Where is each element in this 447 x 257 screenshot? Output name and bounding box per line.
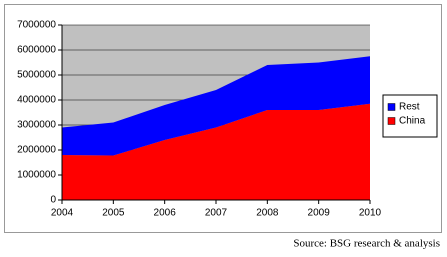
x-tick-label: 2006 xyxy=(154,208,177,219)
y-tick-label: 1000000 xyxy=(17,170,56,181)
x-tick-label: 2005 xyxy=(102,208,125,219)
y-tick-label: 2000000 xyxy=(17,145,56,156)
x-tick-label: 2010 xyxy=(359,208,382,219)
legend-box xyxy=(382,94,438,138)
y-tick-label: 4000000 xyxy=(17,95,56,106)
x-tick-label: 2004 xyxy=(51,208,74,219)
legend-label: Rest xyxy=(399,102,420,113)
x-tick-label: 2007 xyxy=(205,208,228,219)
y-tick-label: 6000000 xyxy=(17,45,56,56)
y-tick-label: 0 xyxy=(50,195,56,206)
area xyxy=(62,103,370,200)
legend-label: China xyxy=(399,116,426,127)
legend-swatch xyxy=(387,103,396,111)
y-tick-label: 3000000 xyxy=(17,120,56,131)
source-note: Source: BSG research & analysis xyxy=(293,238,440,250)
legend-swatch xyxy=(387,117,396,125)
area xyxy=(62,56,370,156)
x-tick-label: 2008 xyxy=(256,208,279,219)
x-tick-label: 2009 xyxy=(308,208,331,219)
y-tick-label: 5000000 xyxy=(17,70,56,81)
y-tick-label: 7000000 xyxy=(17,20,56,31)
